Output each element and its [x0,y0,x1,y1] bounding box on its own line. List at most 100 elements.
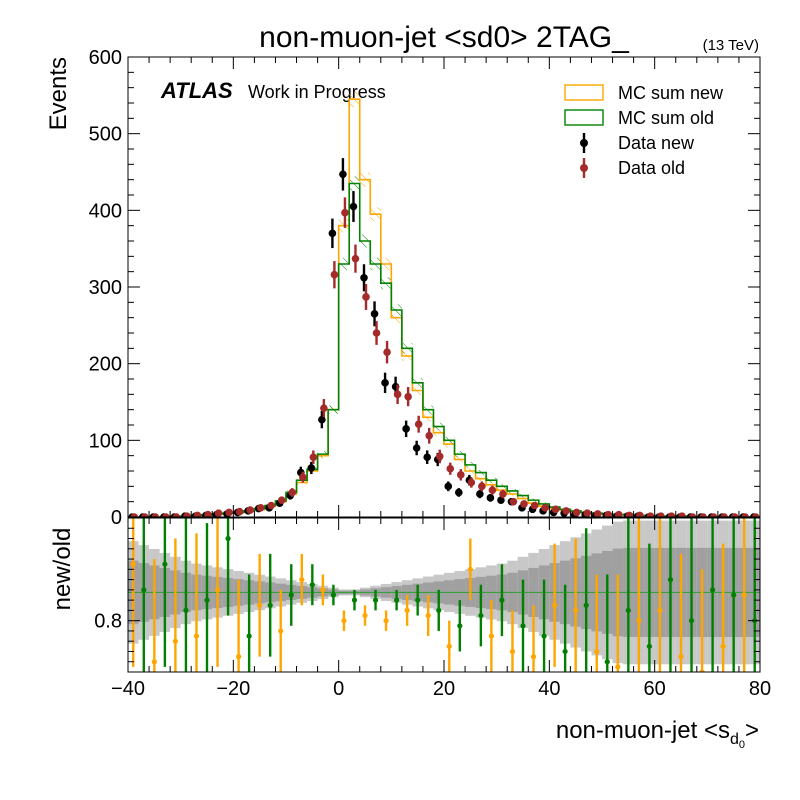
data-point [562,507,570,515]
x-tick-label: 60 [644,678,666,700]
data-point [256,504,265,512]
ratio-point [267,602,273,608]
data-point [497,496,505,504]
ratio-point [499,597,505,603]
ratio-point [257,602,263,608]
data-point [235,507,244,516]
data-point [699,513,707,517]
legend: MC sum new MC sum old Data new Data old [564,83,724,178]
data-point [593,510,602,517]
data-point [328,229,337,238]
ratio-point [341,618,347,624]
data-point [412,444,421,452]
ratio-y-tick-label: 0.8 [94,611,122,633]
legend-swatch-marker [580,164,588,172]
data-point [457,471,465,479]
ratio-point [320,587,326,593]
data-point [551,505,560,514]
data-point [636,511,644,517]
ratio-point [446,643,452,649]
ratio-point [309,582,315,588]
ratio-point [509,648,516,655]
ratio-point [678,654,684,660]
data-point [604,510,613,517]
ratio-point [530,654,537,660]
data-point [499,490,507,498]
data-point [370,310,379,318]
main-plot-area: 0 100 200 300 400 500 600 [89,47,761,529]
ratio-point [688,618,695,624]
data-point [730,513,739,517]
data-point [277,496,286,504]
data-point [299,473,307,481]
ratio-point [246,633,252,639]
x-tick-label: −20 [216,678,250,700]
ratio-point [415,597,421,603]
ratio-point [330,592,336,598]
data-point [530,501,539,510]
y-tick-label: 600 [89,47,122,69]
ratio-point [351,597,358,603]
data-point [318,415,326,424]
data-point [509,497,518,506]
data-point [404,392,412,401]
data-point [267,501,276,510]
ratio-point [720,643,726,649]
ratio-point [214,587,221,593]
ratio-point [488,633,494,639]
ratio-point [657,607,663,614]
data-point [351,254,360,263]
x-tick-label: −40 [111,678,145,700]
data-point [339,170,347,179]
data-point [423,453,432,462]
ratio-point [741,592,747,598]
legend-label: MC sum old [618,108,714,128]
data-point [486,494,495,502]
data-point [646,512,655,517]
ratio-point [362,612,368,619]
data-point [446,464,455,473]
ratio-point [478,612,484,619]
data-point [678,512,686,517]
data-point [193,511,202,517]
ratio-point [646,643,653,649]
ratio-plot-area: 0.8 −40 −20 0 20 40 60 80 [94,517,771,700]
data-point [330,270,339,279]
legend-swatch-marker [580,139,588,147]
data-point [204,510,212,517]
data-point [688,513,697,517]
legend-label: Data new [618,133,695,153]
y-tick-label: 300 [89,277,122,299]
ratio-point [636,618,642,624]
data-point [657,512,665,517]
data-point [414,420,423,429]
data-point [615,510,623,517]
ratio-point [467,566,473,572]
y-tick-label: 400 [89,200,122,222]
ratio-point [552,602,558,608]
data-point [625,511,634,517]
ratio-point [615,664,621,670]
ratio-point [299,577,305,583]
data-point [360,274,368,282]
ratio-point [583,602,589,608]
data-point [246,506,254,514]
ratio-point [436,607,442,614]
legend-label: Data old [618,158,685,178]
ratio-point [731,592,737,598]
ratio-point [162,561,168,567]
y-tick-label: 200 [89,354,122,376]
data-point [320,404,328,412]
ratio-point [172,638,178,644]
ratio-point [604,659,610,665]
data-point [425,431,434,440]
ratio-point [425,612,431,619]
data-point [214,509,223,517]
ratio-point [225,535,231,542]
ratio-point [573,607,579,614]
y-axis-label: Events [45,57,72,130]
data-point [349,202,358,211]
energy-label: (13 TeV) [703,37,759,54]
atlas-sublabel: Work in Progress [248,82,386,102]
ratio-point [541,633,547,639]
